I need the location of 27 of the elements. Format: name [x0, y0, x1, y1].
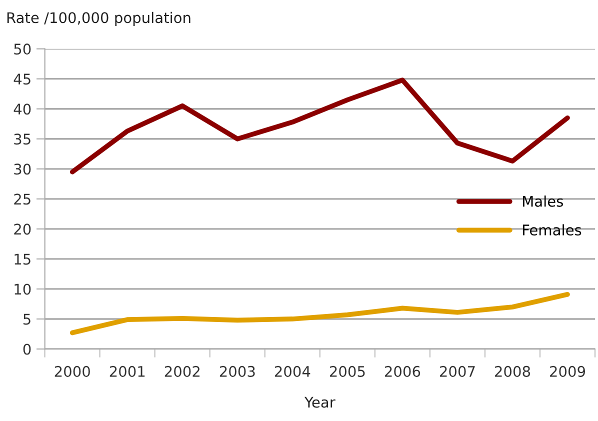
x-tick-label: 2002 — [164, 366, 200, 377]
x-tick-label: 2006 — [384, 366, 420, 377]
y-tick-label: 20 — [14, 224, 31, 235]
x-tick-label: 2000 — [54, 366, 90, 377]
x-tick-label: 2004 — [274, 366, 310, 377]
y-tick-label: 0 — [23, 344, 31, 355]
y-tick-label: 5 — [24, 314, 30, 325]
y-tick-label: 35 — [14, 134, 30, 145]
x-tick-label: 2003 — [220, 366, 255, 377]
x-tick-label: 2008 — [494, 366, 530, 377]
x-tick-label: 2005 — [330, 366, 365, 377]
y-axis-title: Rate /100,000 population — [7, 12, 190, 26]
y-tick-label: 45 — [14, 74, 30, 85]
x-axis-title: Year — [304, 396, 336, 408]
y-tick-label: 15 — [14, 254, 30, 265]
legend-label: Females — [522, 224, 582, 236]
line-series — [70, 292, 570, 336]
y-tick-label: 40 — [14, 104, 31, 115]
x-tick-label: 2007 — [440, 366, 475, 377]
line-series — [70, 78, 570, 174]
y-tick-label: 10 — [14, 284, 31, 295]
x-tick-label: 2001 — [110, 366, 145, 377]
y-tick-label: 30 — [14, 164, 31, 175]
y-tick-label: 50 — [14, 44, 31, 55]
y-tick-label: 25 — [14, 194, 30, 205]
legend-label: Males — [522, 196, 563, 207]
x-tick-label: 2009 — [550, 366, 586, 377]
